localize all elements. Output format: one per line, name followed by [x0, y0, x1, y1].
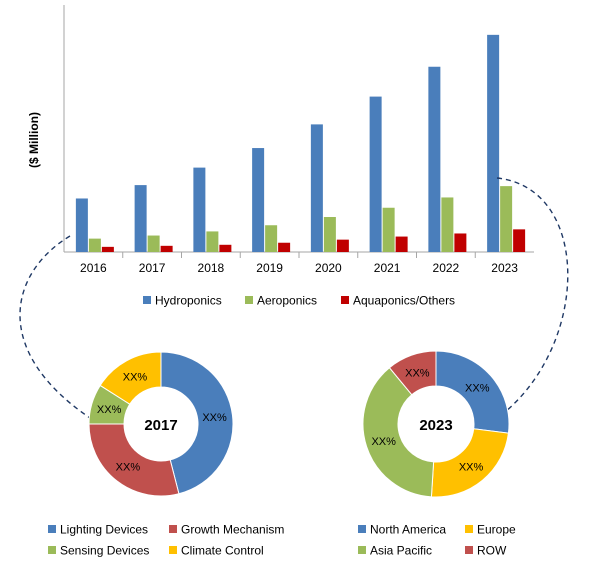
- donut-center-label: 2017: [144, 417, 177, 434]
- bar-series: [75, 34, 526, 253]
- bar-hydroponics-2023: [487, 34, 500, 253]
- slice-label-climate-control: XX%: [123, 372, 148, 384]
- slice-lighting-devices: [160, 351, 234, 495]
- x-tick-label-2018: 2018: [198, 261, 225, 275]
- bar-aeroponics-2018: [206, 231, 219, 252]
- legend-swatch-lighting-devices: [48, 525, 56, 533]
- bar-hydroponics-2016: [75, 198, 88, 252]
- slice-asia-pacific: [362, 367, 435, 498]
- bar-aquaponics-2020: [336, 239, 349, 252]
- legend-swatch-north-america: [358, 525, 366, 533]
- x-tick-labels: 2016 2017 2018 2019 2020 2021 2022 2023: [80, 252, 518, 275]
- donut-chart-2017: XX% XX% XX% XX% 2017: [88, 351, 234, 497]
- legend-label-north-america: North America: [370, 523, 446, 537]
- slice-label-asia-pacific: XX%: [371, 436, 396, 448]
- legend-swatch-row: [465, 546, 473, 554]
- bar-hydroponics-2019: [252, 148, 265, 252]
- x-tick-label-2022: 2022: [433, 261, 460, 275]
- bar-aquaponics-2022: [454, 233, 467, 252]
- slice-label-sensing-devices: XX%: [97, 404, 122, 416]
- donut-center-label: 2023: [419, 417, 452, 434]
- legend-swatch-climate-control: [169, 546, 177, 554]
- x-tick-label-2020: 2020: [315, 261, 342, 275]
- bar-hydroponics-2017: [134, 185, 147, 252]
- bar-hydroponics-2020: [310, 124, 323, 252]
- bar-hydroponics-2021: [369, 96, 382, 253]
- slice-label-row: XX%: [405, 367, 430, 379]
- bar-chart: ($ Million) 2016 2017 2018 2019 2020 2021 2022…: [27, 5, 534, 308]
- x-tick-label-2019: 2019: [256, 261, 283, 275]
- bar-aquaponics-2018: [219, 244, 232, 252]
- bar-aquaponics-2023: [513, 229, 526, 252]
- legend-label-climate-control: Climate Control: [181, 544, 264, 558]
- bar-aquaponics-2016: [101, 246, 114, 252]
- bar-aquaponics-2017: [160, 245, 173, 252]
- bar-aeroponics-2016: [88, 238, 101, 252]
- slice-label-growth-mechanism: XX%: [116, 462, 141, 474]
- slice-growth-mechanism: [88, 423, 180, 497]
- legend-label-row: ROW: [477, 544, 507, 558]
- donut-legend-2017: Lighting Devices Growth Mechanism Sensing …: [48, 523, 284, 558]
- x-tick-label-2017: 2017: [139, 261, 166, 275]
- bar-aquaponics-2021: [395, 236, 408, 252]
- slice-label-europe: XX%: [459, 461, 484, 473]
- bar-legend: Hydroponics Aeroponics Aquaponics/Others: [143, 294, 455, 308]
- bar-aeroponics-2019: [265, 225, 278, 252]
- legend-label-hydroponics: Hydroponics: [155, 294, 222, 308]
- legend-label-lighting-devices: Lighting Devices: [60, 523, 148, 537]
- legend-label-growth-mechanism: Growth Mechanism: [181, 523, 284, 537]
- slice-north-america: [435, 350, 510, 434]
- x-tick-label-2016: 2016: [80, 261, 107, 275]
- legend-swatch-aquaponics: [341, 296, 349, 304]
- bar-aeroponics-2020: [323, 217, 336, 252]
- legend-label-aquaponics: Aquaponics/Others: [353, 294, 455, 308]
- y-axis-label: ($ Million): [27, 112, 41, 168]
- legend-swatch-sensing-devices: [48, 546, 56, 554]
- bar-aquaponics-2019: [278, 242, 291, 252]
- legend-label-europe: Europe: [477, 523, 516, 537]
- donut-legend-2023: North America Europe Asia Pacific ROW: [358, 523, 516, 558]
- legend-swatch-hydroponics: [143, 296, 151, 304]
- legend-label-aeroponics: Aeroponics: [257, 294, 317, 308]
- slice-row: [388, 350, 437, 396]
- bar-aeroponics-2023: [500, 186, 513, 252]
- bar-hydroponics-2018: [193, 167, 206, 252]
- legend-swatch-asia-pacific: [358, 546, 366, 554]
- legend-swatch-growth-mechanism: [169, 525, 177, 533]
- x-tick-label-2023: 2023: [491, 261, 518, 275]
- legend-label-sensing-devices: Sensing Devices: [60, 544, 149, 558]
- legend-swatch-europe: [465, 525, 473, 533]
- legend-label-asia-pacific: Asia Pacific: [370, 544, 432, 558]
- slice-label-lighting-devices: XX%: [202, 412, 227, 424]
- bar-aeroponics-2021: [382, 207, 395, 252]
- bar-aeroponics-2017: [147, 235, 160, 252]
- bar-hydroponics-2022: [428, 66, 441, 252]
- slice-label-north-america: XX%: [465, 383, 490, 395]
- connector-2023: [496, 177, 569, 413]
- slice-climate-control: [99, 351, 162, 405]
- donut-chart-2023: XX% XX% XX% XX% 2023: [362, 350, 510, 498]
- legend-swatch-aeroponics: [245, 296, 253, 304]
- bar-aeroponics-2022: [441, 197, 454, 252]
- x-tick-label-2021: 2021: [374, 261, 401, 275]
